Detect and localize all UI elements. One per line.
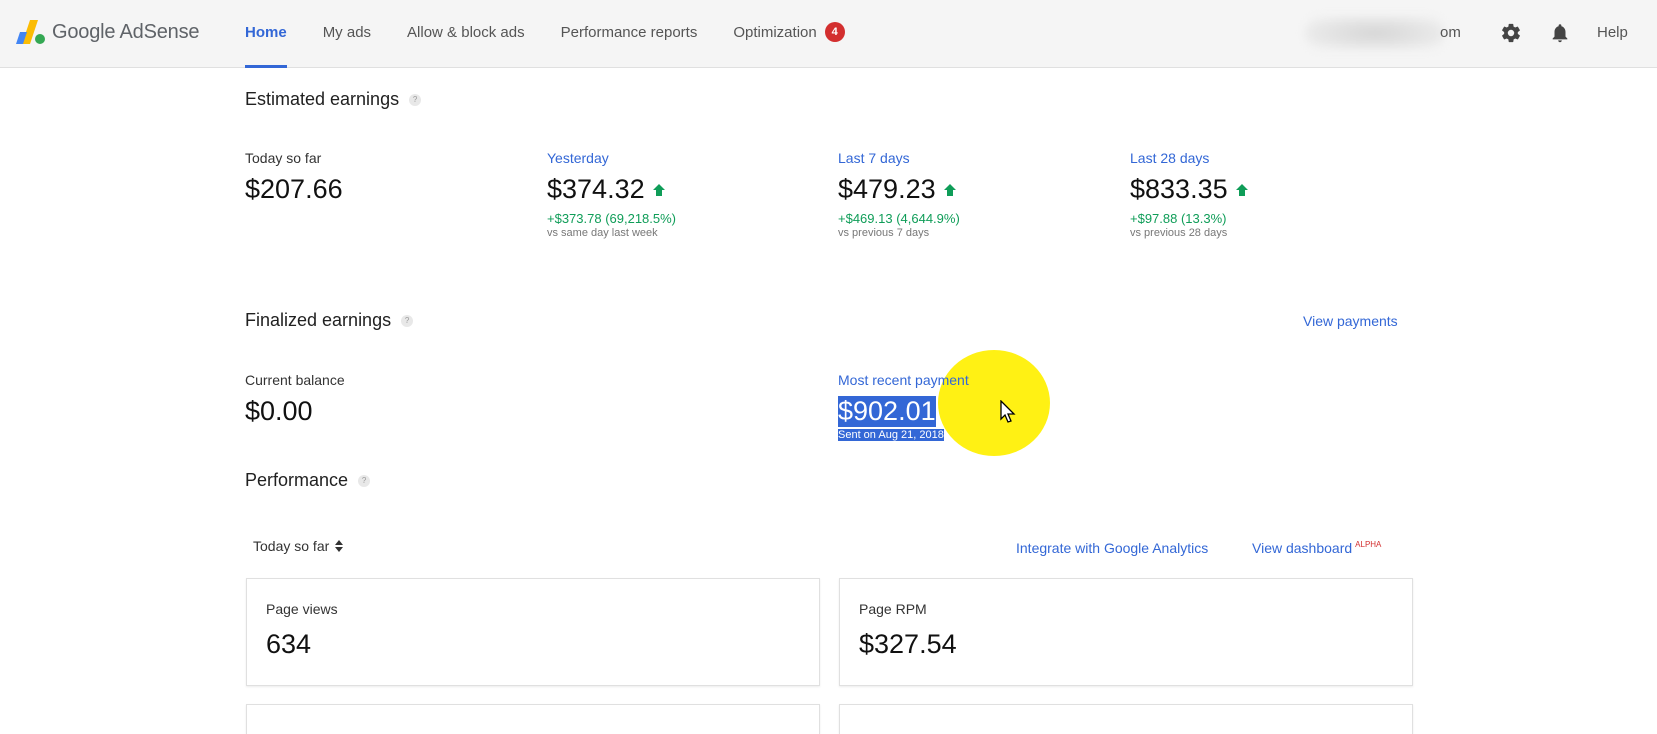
- card-page-views-label: Page views: [266, 601, 338, 617]
- card-page-rpm-label: Page RPM: [859, 601, 927, 617]
- finalized-earnings-title-text: Finalized earnings: [245, 310, 392, 330]
- most-recent-payment: Most recent payment $902.01 Sent on Aug …: [838, 372, 969, 441]
- metric-28d-label[interactable]: Last 28 days: [1130, 150, 1210, 166]
- app-name: Google AdSense: [52, 20, 200, 43]
- card-page-views-value: 634: [266, 629, 312, 659]
- metric-yesterday-change: +$373.78 (69,218.5%): [547, 211, 677, 226]
- card-partial: [246, 704, 820, 734]
- nav-performance-reports[interactable]: Performance reports: [561, 0, 698, 68]
- card-page-views[interactable]: Page views 634: [246, 578, 820, 686]
- help-icon[interactable]: ?: [409, 94, 422, 107]
- recent-payment-sub-text: Sent on Aug 21, 2018: [838, 429, 944, 441]
- card-page-rpm-value: $327.54: [859, 629, 957, 659]
- metric-yesterday: Yesterday $374.32 +$373.78 (69,218.5%) v…: [547, 150, 676, 239]
- nav-optimization-label: Optimization: [733, 24, 817, 41]
- metric-today-label: Today so far: [245, 150, 322, 166]
- arrow-up-icon: [652, 183, 665, 196]
- metric-7d-label[interactable]: Last 7 days: [838, 150, 910, 166]
- alpha-tag: ALPHA: [1355, 540, 1382, 550]
- current-balance: Current balance $0.00: [245, 372, 345, 427]
- metric-28d-change: +$97.88 (13.3%): [1130, 211, 1227, 226]
- nav-my-ads[interactable]: My ads: [323, 0, 371, 68]
- current-balance-value-text: $0.00: [245, 396, 313, 426]
- recent-payment-label[interactable]: Most recent payment: [838, 372, 969, 388]
- current-balance-value: $0.00: [245, 396, 345, 427]
- adsense-logo[interactable]: Google AdSense: [16, 18, 200, 46]
- main-nav: Home My ads Allow & block ads Performanc…: [245, 0, 881, 68]
- metric-28d-value: $833.35: [1130, 174, 1248, 205]
- nav-optimization[interactable]: Optimization 4: [733, 0, 845, 68]
- metric-7d-value: $479.23: [838, 174, 960, 205]
- bell-icon: [1552, 24, 1568, 43]
- cursor-highlight: [938, 350, 1050, 456]
- estimated-earnings-title-text: Estimated earnings: [245, 89, 400, 109]
- settings-button[interactable]: [1498, 20, 1524, 46]
- metric-today: Today so far $207.66: [245, 150, 343, 205]
- sort-arrows-icon: [335, 540, 344, 552]
- help-link[interactable]: Help: [1597, 24, 1628, 41]
- metric-7d-sub: vs previous 7 days: [838, 227, 930, 239]
- metric-7d-change: +$469.13 (4,644.9%): [838, 211, 960, 226]
- finalized-earnings-title: Finalized earnings?: [245, 310, 414, 331]
- optimization-badge: 4: [824, 22, 845, 43]
- metric-yesterday-label[interactable]: Yesterday: [547, 150, 609, 166]
- adsense-logo-icon: [16, 20, 45, 44]
- nav-allow-block-label: Allow & block ads: [407, 24, 525, 41]
- estimated-earnings-title: Estimated earnings?: [245, 89, 422, 110]
- nav-my-ads-label: My ads: [322, 24, 372, 41]
- arrow-up-icon: [1235, 183, 1248, 196]
- help-icon[interactable]: ?: [401, 315, 414, 328]
- nav-allow-block-ads[interactable]: Allow & block ads: [407, 0, 525, 68]
- view-dashboard: View dashboard ALPHA: [1252, 540, 1381, 556]
- view-payments-link[interactable]: View payments: [1303, 313, 1398, 329]
- range-select-value: Today so far: [253, 538, 330, 554]
- recent-payment-value: $902.01: [838, 396, 969, 427]
- nav-home[interactable]: Home: [245, 0, 287, 68]
- current-balance-label: Current balance: [245, 372, 345, 388]
- recent-payment-value-text: $902.01: [838, 396, 936, 427]
- metric-7d-value-text: $479.23: [838, 174, 936, 204]
- mouse-pointer-icon: [1000, 400, 1016, 423]
- metric-yesterday-value: $374.32: [547, 174, 676, 205]
- arrow-up-icon: [943, 183, 956, 196]
- nav-performance-label: Performance reports: [560, 24, 698, 41]
- top-bar: Google AdSense Home My ads Allow & block…: [0, 0, 1657, 68]
- metric-last-7-days: Last 7 days $479.23 +$469.13 (4,644.9%) …: [838, 150, 960, 239]
- help-icon[interactable]: ?: [358, 475, 371, 488]
- account-email-suffix[interactable]: om: [1440, 24, 1461, 41]
- metric-28d-value-text: $833.35: [1130, 174, 1228, 204]
- recent-payment-sub: Sent on Aug 21, 2018: [838, 429, 969, 441]
- integrate-analytics-link[interactable]: Integrate with Google Analytics: [1016, 540, 1209, 556]
- range-select[interactable]: Today so far: [253, 538, 344, 554]
- notifications-button[interactable]: [1547, 20, 1573, 46]
- metric-28d-sub: vs previous 28 days: [1130, 227, 1228, 239]
- account-email-blurred[interactable]: [1305, 16, 1445, 50]
- metric-today-value: $207.66: [245, 174, 343, 205]
- gear-icon: [1502, 23, 1520, 43]
- metric-yesterday-sub: vs same day last week: [547, 227, 658, 239]
- card-partial: [839, 704, 1413, 734]
- card-page-rpm[interactable]: Page RPM $327.54: [839, 578, 1413, 686]
- metric-last-28-days: Last 28 days $833.35 +$97.88 (13.3%) vs …: [1130, 150, 1248, 239]
- nav-home-label: Home: [245, 24, 287, 41]
- performance-title-text: Performance: [245, 470, 349, 490]
- view-dashboard-link[interactable]: View dashboard: [1252, 540, 1353, 556]
- performance-title: Performance?: [245, 470, 371, 491]
- metric-today-value-text: $207.66: [245, 174, 343, 204]
- metric-yesterday-value-text: $374.32: [547, 174, 645, 204]
